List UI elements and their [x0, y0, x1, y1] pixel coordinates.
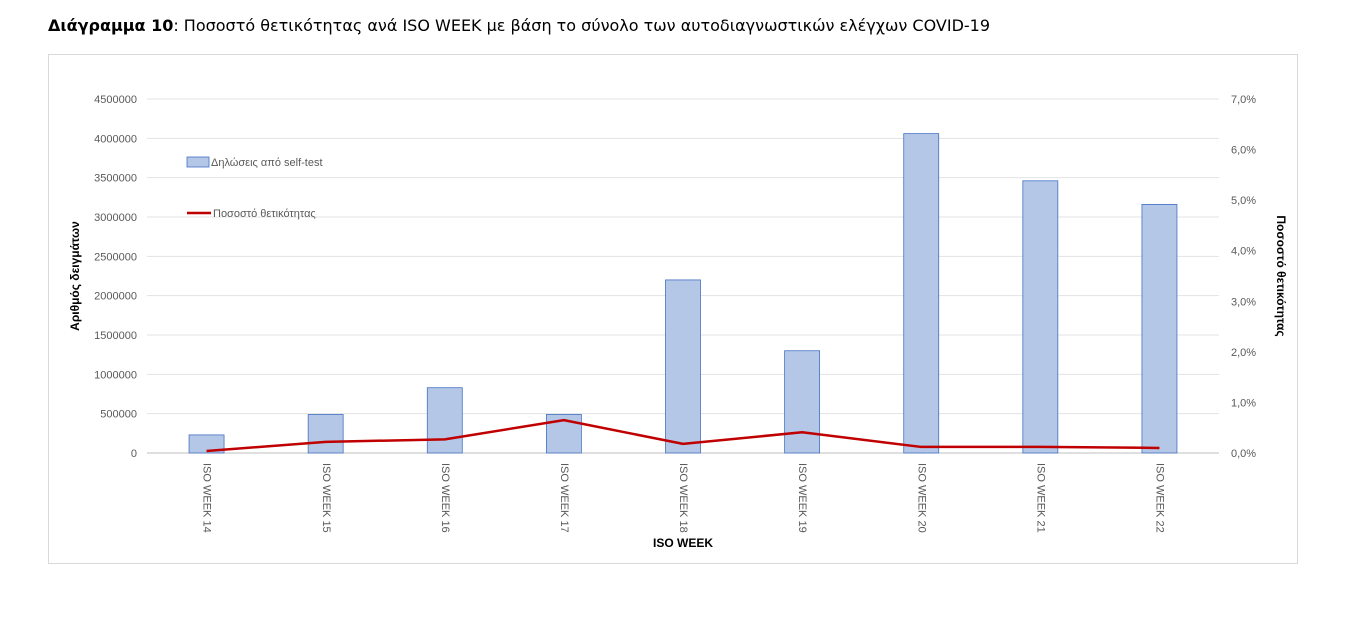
y2-tick-label: 4,0% [1231, 246, 1256, 258]
x-tick-label: ISO WEEK 20 [915, 463, 927, 533]
title-bold: Διάγραμμα 10 [48, 16, 174, 35]
y2-tick-label: 1,0% [1231, 397, 1256, 409]
y-axis-title: Αριθμός δειγμάτων [68, 221, 82, 331]
legend-bar-label: Δηλώσεις από self-test [211, 157, 323, 169]
bar [903, 133, 940, 454]
x-tick-label: ISO WEEK 17 [558, 463, 570, 533]
bar [1141, 204, 1178, 454]
y2-axis-title: Ποσοστό θετικότητας [1274, 215, 1288, 336]
x-tick-label: ISO WEEK 18 [677, 463, 689, 533]
positivity-line [206, 418, 1160, 453]
chart-frame: 0 500000 1000000 1500000 2000000 2500000 30000… [48, 54, 1298, 564]
x-tick-label: ISO WEEK 15 [320, 463, 332, 533]
bar [426, 387, 463, 454]
y-tick-label: 500000 [100, 409, 137, 421]
bar [1022, 180, 1059, 454]
chart: 0 500000 1000000 1500000 2000000 2500000 30000… [68, 94, 1288, 550]
x-tick-label: ISO WEEK 14 [201, 463, 213, 533]
y-tick-label: 4000000 [94, 133, 137, 145]
bar [307, 414, 344, 454]
y-tick-label: 3500000 [94, 173, 137, 185]
y-tick-label: 3000000 [94, 212, 137, 224]
y2-tick-label: 5,0% [1231, 195, 1256, 207]
y-tick-label: 0 [131, 448, 137, 460]
bar [665, 279, 701, 454]
y-tick-label: 1500000 [94, 330, 137, 342]
x-tick-label: ISO WEEK 22 [1154, 463, 1166, 533]
bar [784, 350, 821, 454]
y2-tick-label: 2,0% [1231, 347, 1256, 359]
x-tick-label: ISO WEEK 21 [1034, 463, 1046, 533]
x-axis-title: ISO WEEK [653, 536, 713, 550]
legend-bar-swatch [186, 156, 210, 168]
legend-line-label: Ποσοστό θετικότητας [213, 208, 316, 220]
y-tick-label: 1000000 [94, 369, 137, 381]
title-text: : Ποσοστό θετικότητας ανά ISO WEEK με βά… [173, 16, 991, 35]
page-title: Διάγραμμα 10: Ποσοστό θετικότητας ανά IS… [48, 16, 990, 35]
y2-tick-label: 6,0% [1231, 145, 1256, 157]
bar [188, 434, 225, 454]
y-tick-label: 2500000 [94, 251, 137, 263]
y-tick-label: 2000000 [94, 291, 137, 303]
y2-tick-label: 3,0% [1231, 296, 1256, 308]
y-tick-label: 4500000 [94, 94, 137, 106]
y2-tick-label: 7,0% [1231, 94, 1256, 106]
y2-tick-label: 0,0% [1231, 448, 1256, 460]
x-tick-label: ISO WEEK 19 [796, 463, 808, 533]
x-tick-label: ISO WEEK 16 [439, 463, 451, 533]
